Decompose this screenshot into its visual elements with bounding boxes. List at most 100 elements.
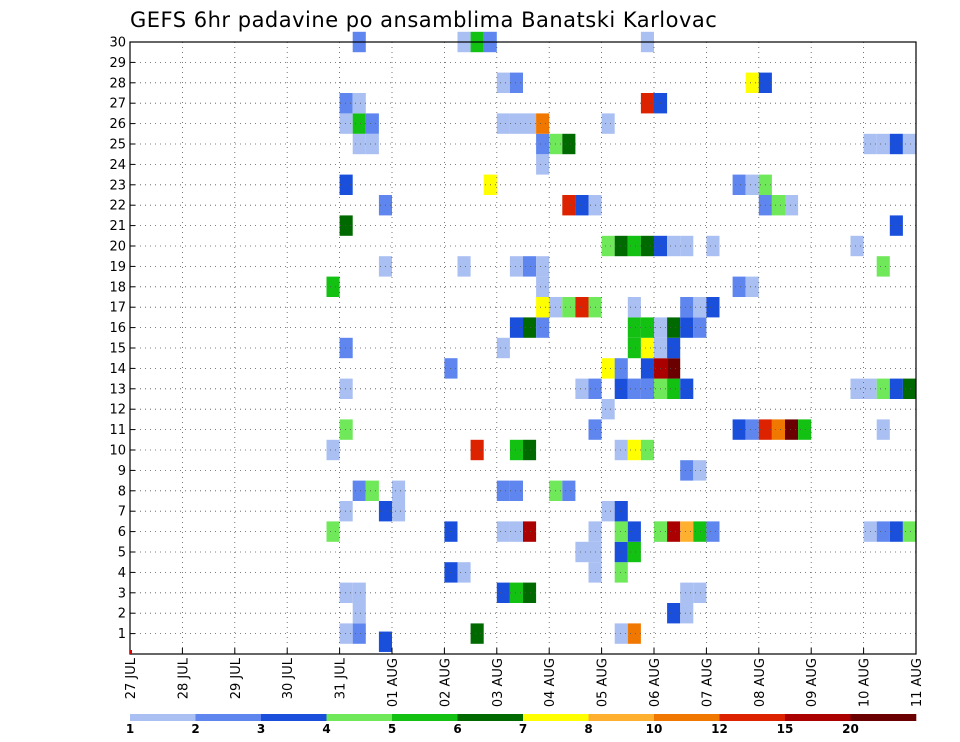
precip-cell [509,582,523,603]
y-tick-label: 23 [109,178,126,193]
precip-cell [575,195,589,216]
precip-cell [693,460,707,481]
y-tick-label: 30 [109,36,126,51]
y-tick-label: 10 [109,444,126,459]
precip-cell [745,174,759,195]
precip-cell [627,623,641,644]
precip-cell [614,562,628,583]
precip-cell [536,256,550,277]
x-tick-label: 01 AUG [386,658,401,707]
legend-swatch [457,714,524,721]
precip-cell [889,378,903,399]
precip-cell [902,378,916,399]
precip-cell [457,562,471,583]
precip-cell [523,256,537,277]
precip-cell [680,297,694,318]
legend-label: 1 [126,722,134,736]
precip-cell [339,623,353,644]
y-tick-label: 5 [118,546,126,561]
precip-cell [680,460,694,481]
precip-cell [889,521,903,542]
precip-cell [496,337,510,359]
precip-cell [745,276,759,297]
precip-cell [771,419,785,440]
precip-cell [640,439,654,461]
precip-cell [496,582,510,603]
precip-cell [680,521,694,542]
precip-cell [902,521,916,542]
precip-cell [745,72,759,93]
precip-cell [614,378,628,399]
precip-cell [667,521,681,542]
legend-swatch [392,714,458,721]
precip-cell [339,215,353,236]
precip-cell [614,623,628,644]
precip-cell [640,235,654,257]
precip-cell [536,133,550,155]
precip-cell [889,215,903,236]
precip-cell [785,419,799,440]
precip-cell [378,631,392,652]
legend-label: 12 [711,722,728,736]
precip-cell [680,378,694,399]
precip-cell [326,521,340,542]
precip-cell [339,337,353,359]
legend-label: 6 [453,722,461,736]
precip-cell [523,521,537,542]
y-tick-label: 11 [109,423,126,438]
y-tick-label: 2 [118,607,126,622]
precip-cell [614,521,628,542]
precip-cell [352,623,366,644]
y-tick-label: 16 [109,321,126,336]
precip-cell [680,582,694,603]
precip-cell [352,480,366,501]
precip-cell [680,603,694,624]
precip-cell [457,256,471,277]
precip-cell [785,195,799,216]
precip-cell [536,113,550,134]
precip-cell [339,419,353,440]
legend-swatch [261,714,327,721]
precip-cell [627,521,641,542]
y-tick-label: 18 [109,280,126,295]
y-tick-label: 22 [109,199,126,214]
precip-cell [798,419,812,440]
legend-label: 5 [388,722,396,736]
precip-cell [365,480,379,501]
precip-cell [850,235,864,257]
x-tick-label: 29 JUL [229,657,244,699]
x-tick-label: 31 JUL [334,657,349,699]
precip-cell [601,113,615,134]
legend-swatch [785,714,851,721]
y-tick-label: 21 [109,219,126,234]
precip-cell [667,235,681,257]
precip-cell [536,297,550,318]
y-tick-label: 4 [118,566,126,581]
chart-title: GEFS 6hr padavine po ansamblima Banatski… [130,8,717,32]
precip-cell [536,154,550,175]
precip-cell [640,337,654,359]
y-tick-label: 15 [109,342,126,357]
precip-cell [680,235,694,257]
color-legend: 1 2 3 4 5 6 7 8 10 12 15 20 [126,714,917,736]
x-tick-label: 30 JUL [281,657,296,699]
precip-cell [352,93,366,114]
precip-cell [352,113,366,134]
heatmap-cells [326,31,916,652]
precip-cell [889,133,903,155]
precip-cell [496,521,510,542]
precip-cell [523,439,537,461]
legend-label: 4 [322,722,330,736]
y-tick-label: 3 [118,586,126,601]
y-tick-label: 9 [118,464,126,479]
precip-cell [902,133,916,155]
precip-cell [627,541,641,563]
x-tick-label: 07 AUG [700,658,715,707]
precip-cell [470,439,484,461]
precip-cell [339,501,353,522]
precip-cell [667,358,681,379]
precip-cell [640,358,654,379]
precip-cell [523,317,537,338]
x-tick-label: 11 AUG [910,658,925,707]
y-tick-label: 13 [109,382,126,397]
